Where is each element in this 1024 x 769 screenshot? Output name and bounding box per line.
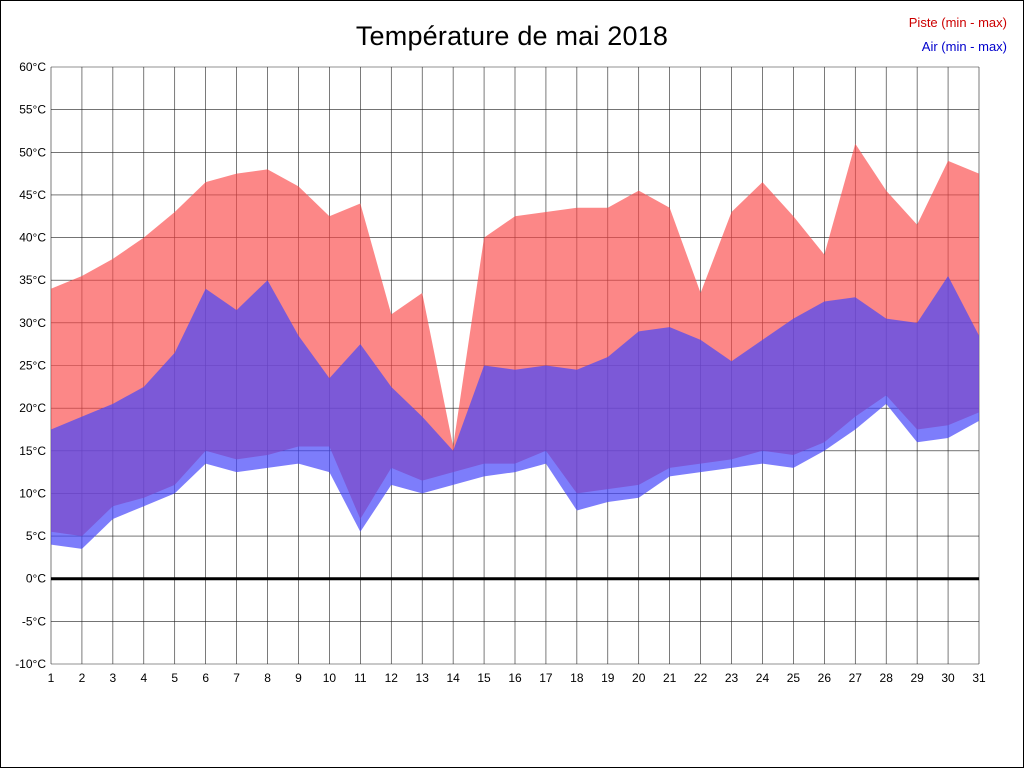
- x-tick-label: 11: [354, 671, 367, 685]
- y-tick-label: 15°C: [19, 444, 46, 458]
- chart-title: Température de mai 2018: [355, 21, 669, 51]
- y-tick-label: 55°C: [19, 103, 46, 117]
- x-tick-label: 15: [477, 671, 491, 685]
- x-tick-label: 29: [910, 671, 924, 685]
- x-tick-label: 13: [416, 671, 430, 685]
- x-tick-label: 6: [202, 671, 209, 685]
- x-tick-label: 2: [79, 671, 86, 685]
- x-tick-label: 8: [264, 671, 271, 685]
- x-tick-label: 26: [818, 671, 832, 685]
- y-tick-label: 45°C: [19, 188, 46, 202]
- x-tick-label: 27: [849, 671, 863, 685]
- y-tick-label: 25°C: [19, 359, 46, 373]
- x-tick-label: 14: [446, 671, 460, 685]
- x-tick-label: 18: [570, 671, 584, 685]
- x-tick-label: 28: [880, 671, 894, 685]
- x-tick-label: 21: [663, 671, 677, 685]
- y-tick-label: 30°C: [19, 316, 46, 330]
- x-tick-label: 16: [508, 671, 522, 685]
- y-tick-label: 50°C: [19, 145, 46, 159]
- x-tick-label: 12: [385, 671, 399, 685]
- y-tick-label: 5°C: [26, 529, 46, 543]
- x-tick-label: 4: [140, 671, 147, 685]
- y-tick-label: 35°C: [19, 273, 46, 287]
- chart-legend: Piste (min - max) Air (min - max): [909, 11, 1007, 59]
- x-tick-label: 25: [787, 671, 801, 685]
- x-tick-label: 10: [323, 671, 337, 685]
- legend-piste-label: Piste (min - max): [908, 15, 1007, 30]
- x-tick-label: 30: [941, 671, 955, 685]
- x-tick-label: 5: [171, 671, 178, 685]
- y-tick-label: 20°C: [19, 401, 46, 415]
- x-tick-label: 7: [233, 671, 240, 685]
- y-tick-label: 60°C: [19, 60, 46, 74]
- x-tick-label: 31: [972, 671, 986, 685]
- y-tick-label: 0°C: [26, 572, 46, 586]
- air-band: [51, 275, 979, 549]
- x-tick-label: 22: [694, 671, 708, 685]
- x-tick-label: 17: [539, 671, 553, 685]
- y-tick-label: -10°C: [15, 657, 46, 671]
- x-tick-label: 1: [48, 671, 55, 685]
- y-tick-label: 40°C: [19, 231, 46, 245]
- legend-air-label: Air (min - max): [921, 39, 1007, 55]
- x-tick-label: 23: [725, 671, 739, 685]
- x-tick-label: 19: [601, 671, 615, 685]
- x-tick-label: 20: [632, 671, 646, 685]
- x-tick-label: 3: [110, 671, 117, 685]
- x-tick-label: 24: [756, 671, 770, 685]
- y-tick-label: 10°C: [19, 486, 46, 500]
- y-tick-label: -5°C: [22, 614, 46, 628]
- x-tick-label: 9: [295, 671, 302, 685]
